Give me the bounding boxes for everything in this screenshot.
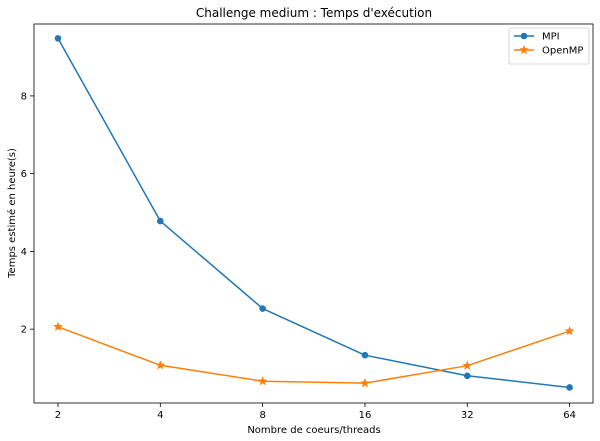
- data-point-mpi: [259, 305, 266, 312]
- x-tick-label: 64: [563, 410, 576, 421]
- y-axis-label: Temps estimé en heure(s): [6, 148, 18, 279]
- legend-marker-openmp: [519, 44, 529, 55]
- y-tick-label: 6: [21, 169, 27, 180]
- x-tick-label: 2: [55, 410, 61, 421]
- legend-label-mpi: MPI: [542, 32, 560, 43]
- data-point-openmp: [53, 321, 63, 332]
- data-point-openmp: [462, 360, 473, 370]
- y-tick-label: 4: [21, 247, 27, 258]
- plot-frame: [33, 23, 594, 404]
- x-tick-label: 4: [157, 410, 163, 421]
- data-point-openmp: [359, 377, 370, 388]
- x-axis: 2 4 8 16 32 64: [55, 403, 576, 421]
- chart-title: Challenge medium : Temps d'exécution: [196, 6, 432, 20]
- data-point-mpi: [157, 217, 164, 225]
- series-layer: [53, 35, 575, 391]
- legend-label-openmp: OpenMP: [542, 46, 583, 57]
- data-point-openmp: [155, 360, 166, 370]
- x-tick-label: 16: [359, 410, 372, 421]
- x-axis-label: Nombre de coeurs/threads: [247, 425, 380, 436]
- data-point-openmp: [257, 376, 268, 386]
- x-tick-label: 32: [461, 410, 474, 421]
- series-line-openmp: [57, 326, 570, 384]
- data-point-mpi: [54, 35, 62, 42]
- data-point-mpi: [463, 372, 471, 380]
- legend-box: [508, 27, 590, 65]
- y-tick-label: 2: [21, 325, 27, 336]
- series-line-mpi: [57, 38, 570, 389]
- y-tick-label: 8: [21, 91, 27, 102]
- legend: MPI OpenMP: [508, 27, 590, 65]
- legend-marker-mpi: [520, 32, 528, 40]
- data-point-openmp: [564, 325, 575, 336]
- data-point-mpi: [361, 351, 369, 359]
- x-tick-label: 8: [259, 410, 265, 421]
- y-axis: 2 4 6 8: [21, 91, 34, 336]
- data-point-mpi: [566, 384, 573, 391]
